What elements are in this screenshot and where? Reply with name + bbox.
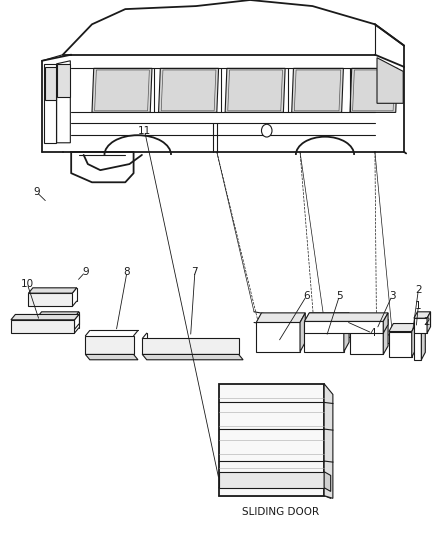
Polygon shape — [304, 313, 349, 322]
Polygon shape — [324, 472, 331, 491]
Text: 1: 1 — [415, 302, 422, 311]
Polygon shape — [383, 313, 388, 333]
Polygon shape — [350, 328, 383, 354]
Polygon shape — [159, 68, 219, 112]
Text: 8: 8 — [124, 267, 131, 277]
Polygon shape — [85, 354, 138, 360]
Polygon shape — [414, 318, 427, 333]
Text: 5: 5 — [336, 291, 343, 301]
Polygon shape — [219, 472, 324, 488]
Polygon shape — [256, 313, 305, 322]
Text: 2: 2 — [424, 318, 431, 327]
Text: 3: 3 — [389, 291, 396, 301]
Polygon shape — [225, 68, 285, 112]
Text: 4: 4 — [369, 328, 376, 338]
Polygon shape — [300, 313, 305, 352]
Text: 9: 9 — [33, 187, 40, 197]
Text: 2: 2 — [415, 286, 422, 295]
Polygon shape — [427, 312, 431, 333]
Polygon shape — [256, 322, 300, 352]
Polygon shape — [414, 320, 425, 328]
Polygon shape — [389, 332, 412, 357]
Polygon shape — [324, 384, 333, 498]
Polygon shape — [37, 312, 79, 317]
Polygon shape — [304, 321, 383, 333]
Polygon shape — [344, 313, 349, 352]
Polygon shape — [350, 68, 398, 112]
Polygon shape — [421, 320, 425, 360]
Polygon shape — [57, 64, 70, 97]
Polygon shape — [350, 319, 388, 328]
Polygon shape — [142, 338, 239, 354]
Polygon shape — [304, 313, 388, 321]
Text: SLIDING DOOR: SLIDING DOOR — [242, 507, 319, 516]
Polygon shape — [85, 336, 134, 354]
Polygon shape — [389, 324, 416, 332]
Polygon shape — [28, 293, 72, 306]
Text: 11: 11 — [138, 126, 151, 135]
Text: 7: 7 — [191, 267, 198, 277]
Polygon shape — [414, 328, 421, 360]
Polygon shape — [292, 68, 343, 112]
Polygon shape — [11, 320, 74, 333]
Polygon shape — [377, 58, 403, 103]
Polygon shape — [28, 288, 77, 293]
Polygon shape — [219, 384, 324, 496]
Polygon shape — [412, 324, 416, 357]
Text: 10: 10 — [21, 279, 34, 288]
Polygon shape — [142, 354, 243, 360]
Polygon shape — [92, 68, 152, 112]
Text: 9: 9 — [82, 267, 89, 277]
Polygon shape — [414, 312, 431, 318]
Polygon shape — [383, 319, 388, 354]
Polygon shape — [11, 314, 79, 320]
Polygon shape — [304, 322, 344, 352]
Polygon shape — [45, 67, 56, 100]
Polygon shape — [37, 317, 74, 329]
Text: 6: 6 — [303, 291, 310, 301]
Circle shape — [261, 124, 272, 137]
